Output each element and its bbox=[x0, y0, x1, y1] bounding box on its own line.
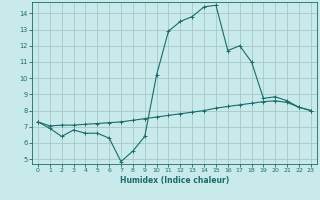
X-axis label: Humidex (Indice chaleur): Humidex (Indice chaleur) bbox=[120, 176, 229, 185]
